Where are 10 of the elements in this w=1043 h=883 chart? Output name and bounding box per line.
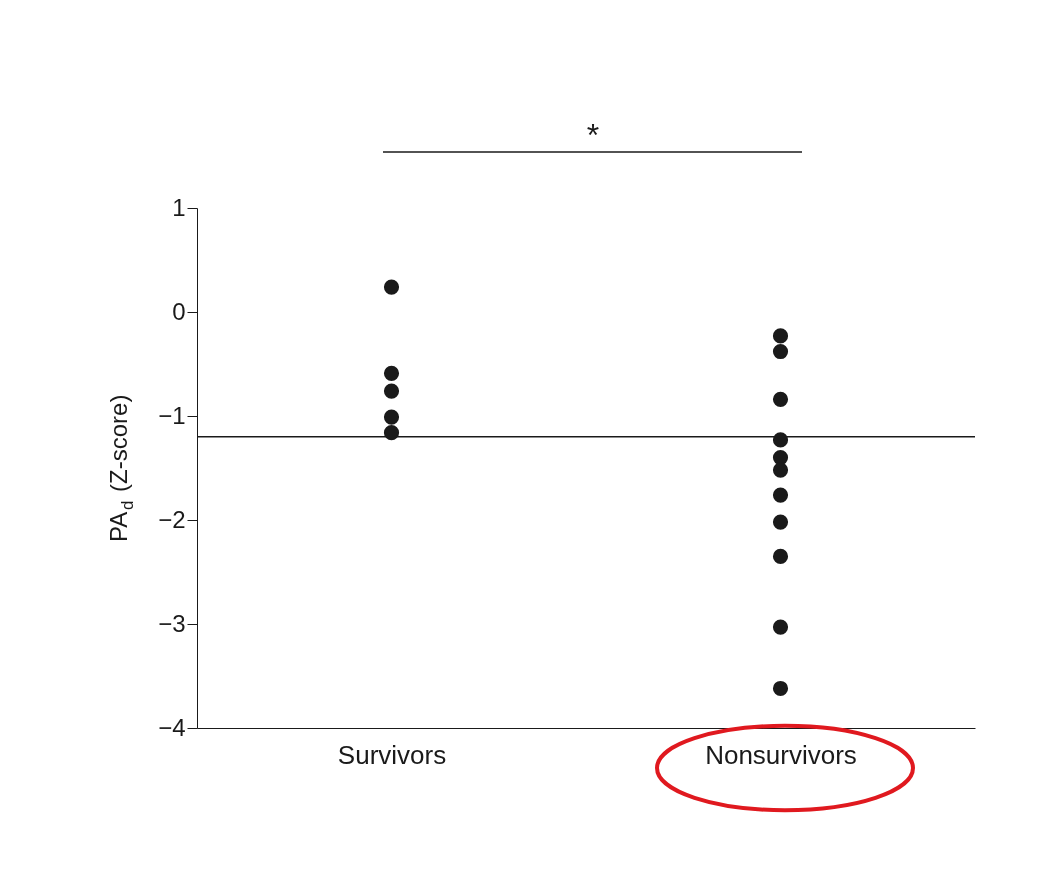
y-axis-title: PAd (Z-score) — [105, 394, 137, 543]
text: * — [586, 117, 600, 153]
y-tick-label: −3 — [158, 609, 186, 637]
x-tick-label: Nonsurvivors — [705, 739, 857, 770]
y-tick-label: −4 — [158, 713, 186, 741]
y-tick-label: 1 — [172, 193, 186, 221]
y-tick-label: 0 — [172, 297, 186, 325]
x-tick-label: Survivors — [337, 739, 447, 770]
y-tick-label: −2 — [158, 505, 186, 533]
y-tick-label: −1 — [158, 401, 186, 429]
